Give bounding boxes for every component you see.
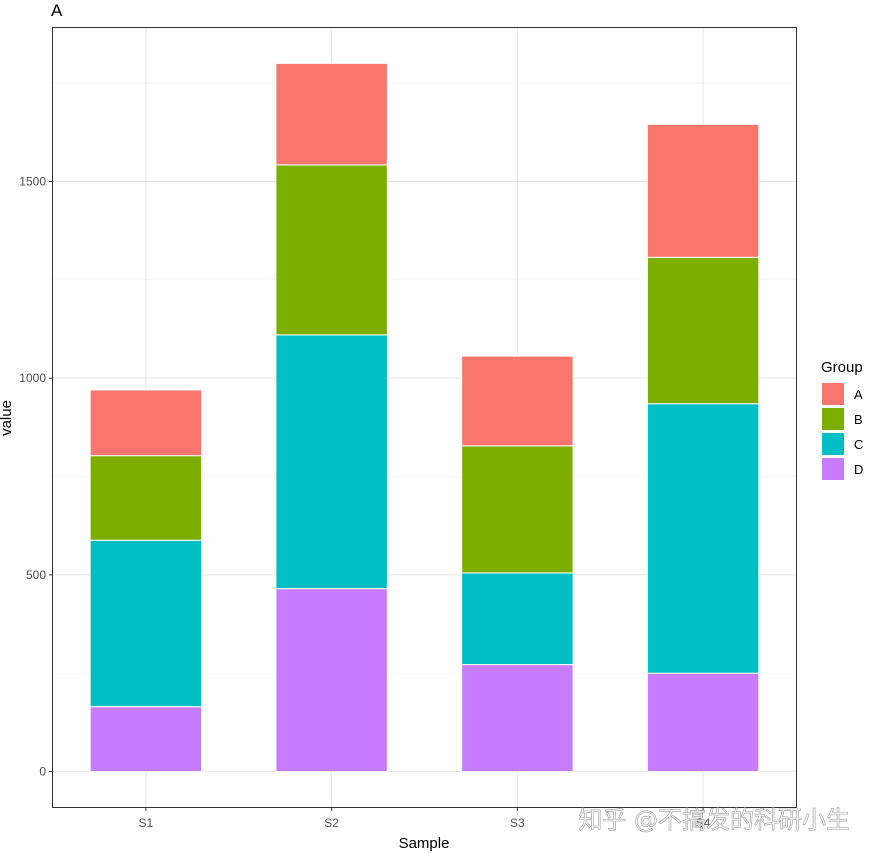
bars — [89, 62, 760, 773]
bar-C-S4 — [646, 403, 760, 674]
legend-title: Group — [821, 359, 863, 376]
legend-label-A: A — [854, 387, 863, 402]
y-tick-label: 1500 — [19, 174, 46, 188]
legend-label-D: D — [854, 462, 863, 477]
y-tick-label: 500 — [26, 568, 46, 582]
legend-key-C — [822, 433, 844, 455]
bar-B-S2 — [275, 164, 388, 336]
x-axis-title: Sample — [399, 835, 450, 852]
bar-A-S2 — [275, 62, 388, 166]
x-axis-ticks: S1 S2 S3 S4 — [139, 807, 711, 830]
y-axis-ticks: 0 500 1000 1500 — [19, 174, 53, 779]
chart-tag-title: A — [51, 1, 63, 20]
bar-A-S3 — [461, 355, 574, 447]
bar-B-S4 — [646, 256, 760, 405]
bar-A-S4 — [646, 123, 760, 258]
bar-A-S1 — [89, 389, 203, 457]
y-axis-title: value — [0, 400, 15, 436]
x-tick-label: S1 — [139, 816, 154, 830]
watermark-text: 知乎 @不搞发的科研小生 — [578, 806, 850, 834]
bar-D-S2 — [275, 588, 388, 773]
bar-D-S4 — [646, 672, 760, 773]
legend-key-D — [822, 458, 844, 480]
bar-C-S3 — [461, 572, 574, 666]
bar-C-S1 — [89, 539, 203, 708]
bar-B-S3 — [461, 445, 574, 574]
bar-D-S3 — [461, 664, 574, 773]
x-tick-label: S3 — [510, 816, 525, 830]
x-tick-label: S4 — [696, 816, 711, 830]
legend-key-B — [822, 408, 844, 430]
bar-D-S1 — [89, 706, 203, 773]
legend-key-A — [822, 383, 844, 405]
bar-B-S1 — [89, 455, 203, 541]
x-tick-label: S2 — [324, 816, 339, 830]
y-tick-label: 1000 — [19, 371, 46, 385]
legend-label-C: C — [854, 437, 863, 452]
y-tick-label: 0 — [39, 765, 46, 779]
bar-C-S2 — [275, 334, 388, 590]
legend-label-B: B — [854, 412, 863, 427]
